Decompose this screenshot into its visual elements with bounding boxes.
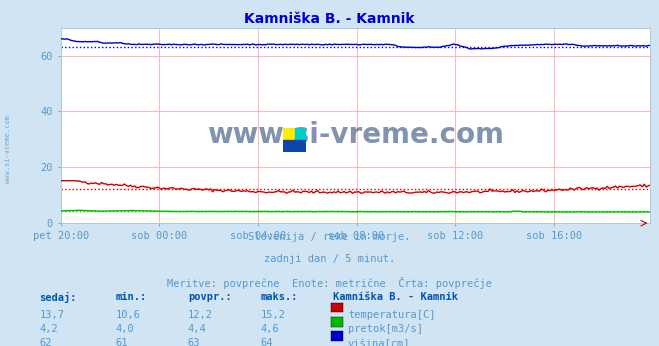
Text: 4,4: 4,4 — [188, 324, 206, 334]
Text: zadnji dan / 5 minut.: zadnji dan / 5 minut. — [264, 254, 395, 264]
Text: www.si-vreme.com: www.si-vreme.com — [207, 121, 504, 149]
Text: 4,6: 4,6 — [260, 324, 279, 334]
Bar — [295, 140, 306, 152]
Text: 4,0: 4,0 — [115, 324, 134, 334]
Text: Kamniška B. - Kamnik: Kamniška B. - Kamnik — [333, 292, 458, 302]
Bar — [295, 128, 306, 140]
Text: pretok[m3/s]: pretok[m3/s] — [348, 324, 423, 334]
Bar — [283, 140, 295, 152]
Bar — [283, 128, 295, 140]
Text: 64: 64 — [260, 338, 273, 346]
Text: višina[cm]: višina[cm] — [348, 338, 411, 346]
Text: 12,2: 12,2 — [188, 310, 213, 320]
Text: www.si-vreme.com: www.si-vreme.com — [5, 115, 11, 183]
Text: 10,6: 10,6 — [115, 310, 140, 320]
Text: Meritve: povprečne  Enote: metrične  Črta: povprečje: Meritve: povprečne Enote: metrične Črta:… — [167, 277, 492, 289]
Text: 15,2: 15,2 — [260, 310, 285, 320]
Text: maks.:: maks.: — [260, 292, 298, 302]
Text: sedaj:: sedaj: — [40, 292, 77, 303]
Text: Kamniška B. - Kamnik: Kamniška B. - Kamnik — [244, 12, 415, 26]
Text: povpr.:: povpr.: — [188, 292, 231, 302]
Text: 13,7: 13,7 — [40, 310, 65, 320]
Text: min.:: min.: — [115, 292, 146, 302]
Text: 62: 62 — [40, 338, 52, 346]
Text: 63: 63 — [188, 338, 200, 346]
Text: 61: 61 — [115, 338, 128, 346]
Text: 4,2: 4,2 — [40, 324, 58, 334]
Text: Slovenija / reke in morje.: Slovenija / reke in morje. — [248, 232, 411, 242]
Text: temperatura[C]: temperatura[C] — [348, 310, 436, 320]
